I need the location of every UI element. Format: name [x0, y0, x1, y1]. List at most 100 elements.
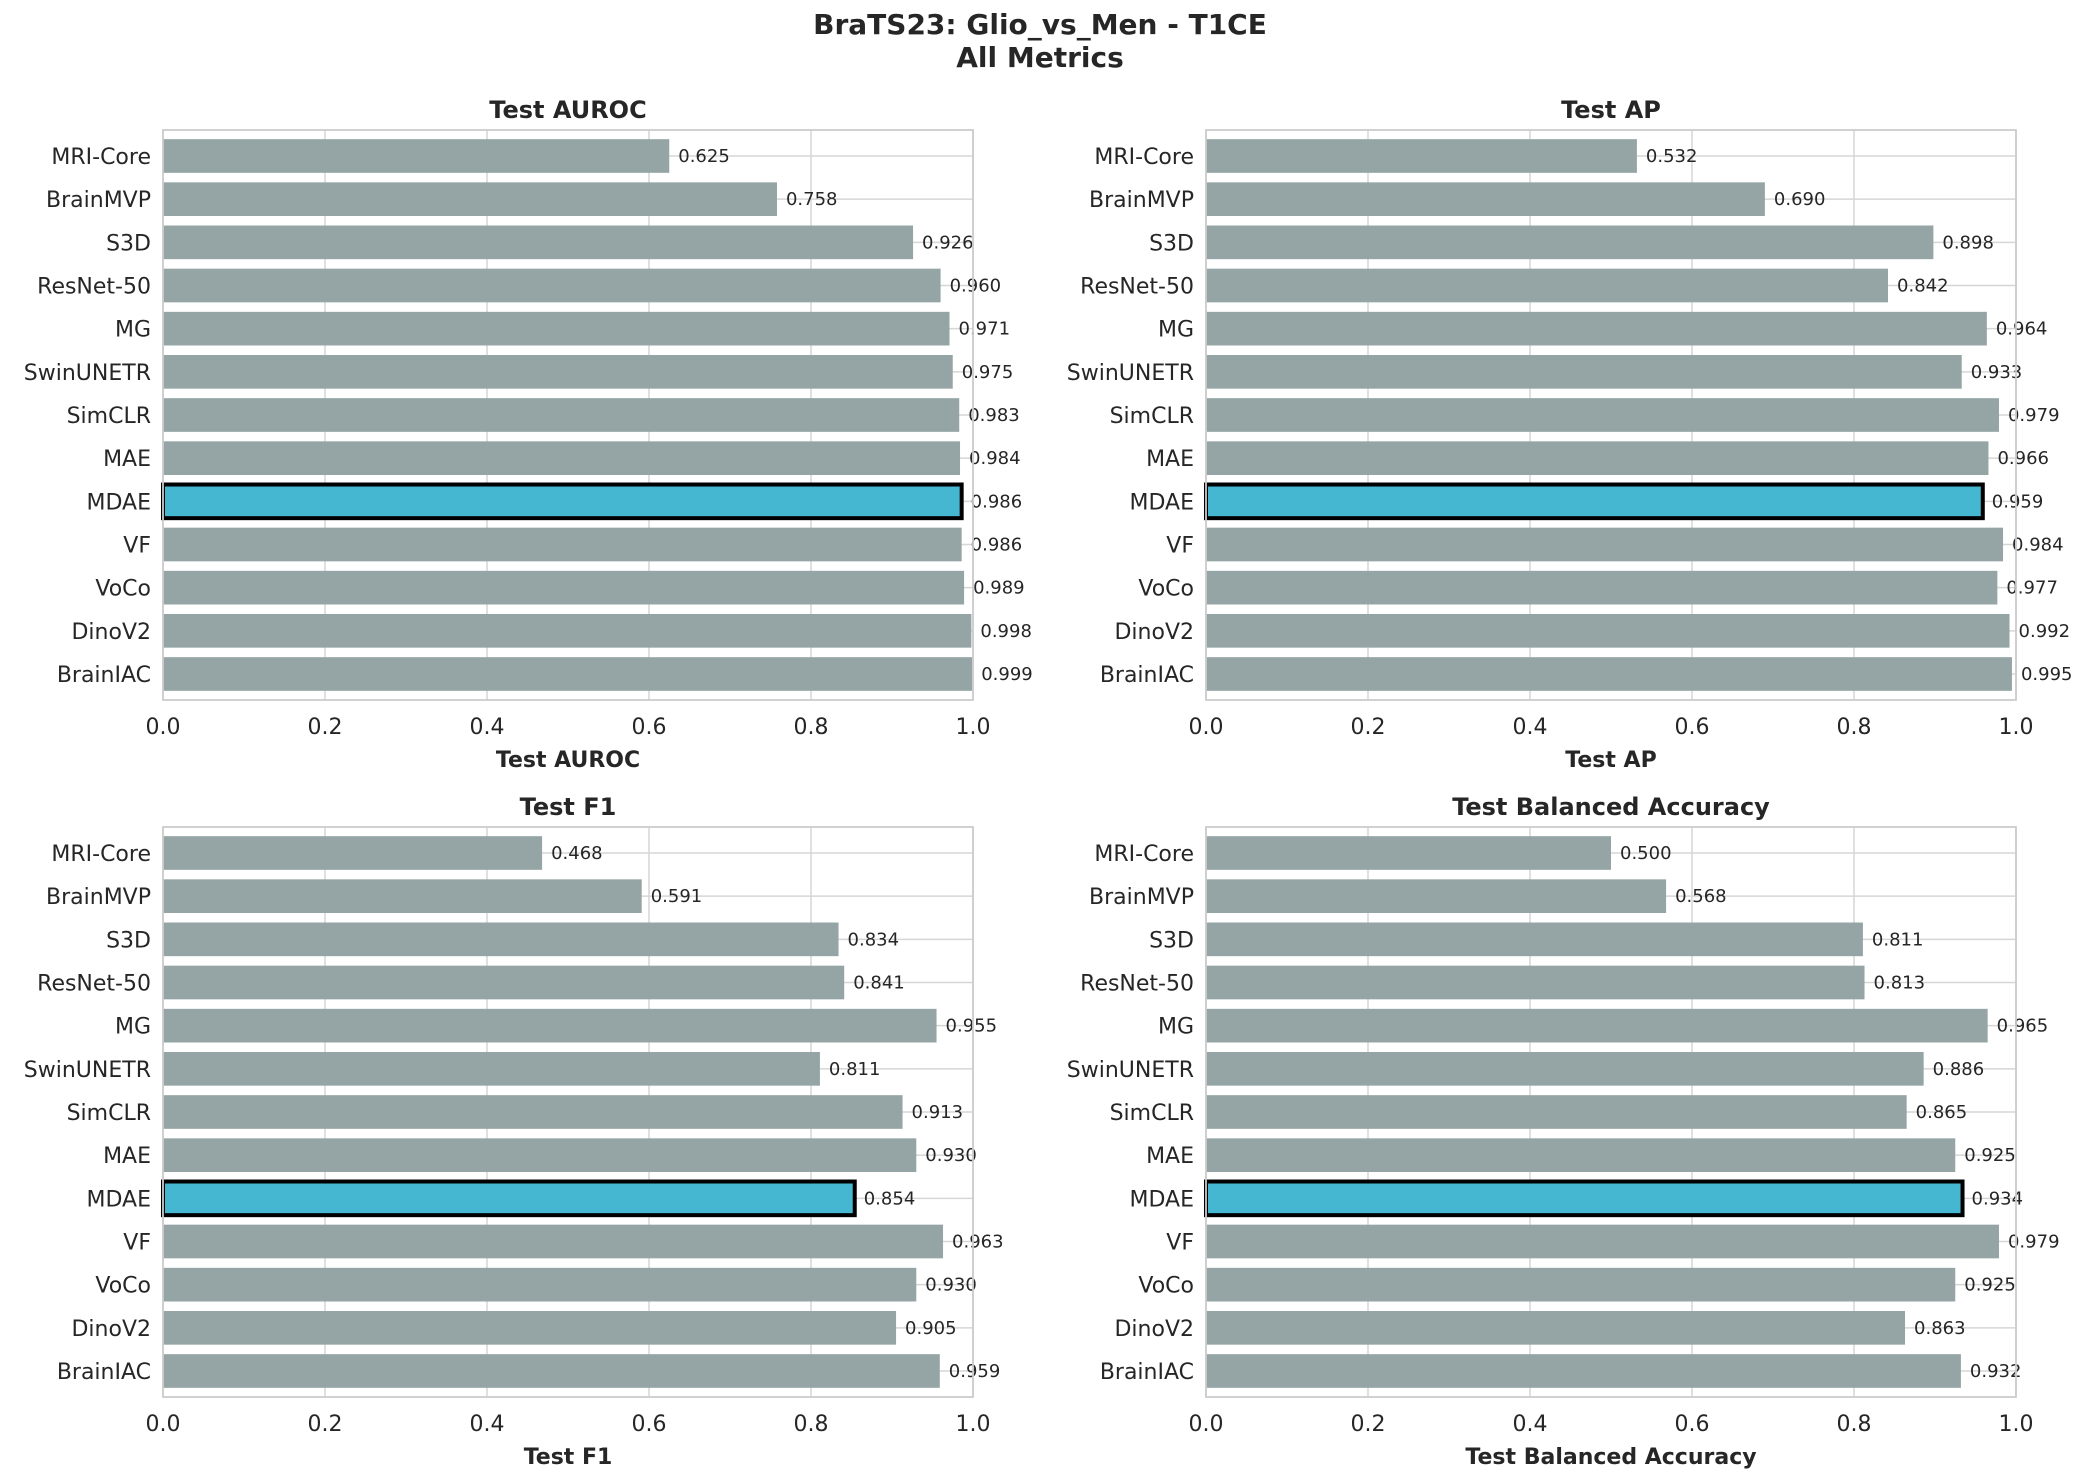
value-label: 0.986 — [971, 535, 1023, 556]
value-label: 0.568 — [1675, 886, 1727, 907]
bar — [1206, 570, 1998, 605]
panel-title: Test AP — [1561, 96, 1661, 124]
bar — [163, 1008, 937, 1043]
category-label: MAE — [103, 447, 151, 472]
category-label: DinoV2 — [1114, 1317, 1194, 1342]
bar — [1206, 354, 1962, 389]
category-label: MRI-Core — [51, 842, 151, 867]
value-label: 0.926 — [922, 232, 974, 253]
bar — [163, 139, 670, 173]
value-label: 0.532 — [1646, 146, 1698, 167]
x-tick-label: 0.6 — [632, 1412, 667, 1437]
bar — [163, 1138, 917, 1173]
value-label: 0.979 — [2008, 405, 2060, 426]
bar — [163, 1095, 903, 1129]
value-label: 0.989 — [973, 578, 1025, 599]
value-label: 0.905 — [905, 1318, 957, 1339]
value-label: 0.930 — [925, 1145, 977, 1166]
figure-title-line2: All Metrics — [956, 41, 1124, 74]
category-label: VoCo — [1138, 577, 1194, 602]
category-label: MAE — [1146, 1144, 1194, 1169]
category-label: BrainMVP — [1089, 188, 1194, 213]
value-label: 0.977 — [2006, 578, 2058, 599]
bar — [163, 836, 543, 870]
bar-highlight — [1204, 482, 1985, 521]
panel-title: Test F1 — [520, 793, 617, 821]
axes-frame — [162, 129, 974, 701]
category-label: MRI-Core — [51, 145, 151, 170]
bar — [1206, 613, 2010, 648]
value-label: 0.932 — [1970, 1361, 2022, 1382]
x-tick-label: 0.4 — [1513, 1412, 1548, 1437]
x-tick-label: 0.4 — [1513, 715, 1548, 740]
bar — [163, 311, 950, 346]
bar — [163, 613, 972, 648]
value-label: 0.625 — [678, 146, 730, 167]
value-label: 0.854 — [864, 1188, 916, 1209]
value-label: 0.971 — [959, 319, 1011, 340]
x-axis-label: Test F1 — [524, 1445, 613, 1470]
bar — [1206, 1008, 1988, 1043]
bar-highlight — [161, 1179, 857, 1218]
value-label: 0.998 — [980, 621, 1032, 642]
bar — [1206, 441, 1989, 476]
category-label: MRI-Core — [1094, 842, 1194, 867]
value-label: 0.591 — [651, 886, 703, 907]
value-label: 0.995 — [2021, 664, 2073, 685]
x-tick-label: 0.6 — [1675, 715, 1710, 740]
x-tick-label: 0.0 — [1189, 1412, 1224, 1437]
value-label: 0.966 — [1997, 448, 2049, 469]
category-label: BrainIAC — [57, 1360, 151, 1385]
category-label: VoCo — [95, 1274, 151, 1299]
bar — [1206, 1051, 1924, 1086]
bar — [163, 527, 962, 562]
bar — [163, 1224, 944, 1259]
x-tick-label: 1.0 — [1999, 1412, 2034, 1437]
category-label: MDAE — [87, 1187, 152, 1212]
chart-panel-2: 0.0 0.2 0.4 0.6 0.8 1.0 MRI-Core 0.532 BrainMVP 0… — [1067, 96, 2073, 773]
category-label: MDAE — [1130, 490, 1195, 515]
value-label: 0.999 — [981, 664, 1033, 685]
value-label: 0.886 — [1933, 1059, 1985, 1080]
category-label: ResNet-50 — [37, 972, 151, 997]
value-label: 0.925 — [1964, 1275, 2016, 1296]
bar — [163, 1051, 820, 1086]
value-label: 0.992 — [2019, 621, 2071, 642]
bar — [1206, 268, 1889, 303]
bar — [163, 1354, 940, 1388]
value-label: 0.965 — [1997, 1016, 2049, 1037]
category-label: MRI-Core — [1094, 145, 1194, 170]
value-label: 0.963 — [952, 1232, 1004, 1253]
bar — [1206, 965, 1865, 1000]
category-label: S3D — [106, 231, 151, 256]
category-label: BrainMVP — [1089, 885, 1194, 910]
bar — [1206, 527, 2004, 562]
x-axis-label: Test AUROC — [496, 748, 640, 773]
panel-title: Test Balanced Accuracy — [1452, 793, 1770, 821]
category-label: S3D — [106, 928, 151, 953]
category-label: BrainIAC — [57, 663, 151, 688]
bar — [163, 657, 973, 691]
x-tick-label: 0.8 — [1837, 715, 1872, 740]
value-label: 0.975 — [962, 362, 1014, 383]
value-label: 0.813 — [1874, 973, 1926, 994]
bar — [1206, 139, 1637, 173]
chart-panel-3: 0.0 0.2 0.4 0.6 0.8 1.0 MRI-Core 0.468 BrainMVP 0… — [24, 793, 1004, 1470]
x-axis-label: Test Balanced Accuracy — [1465, 1445, 1756, 1470]
x-tick-label: 0.2 — [308, 1412, 343, 1437]
bar — [163, 268, 941, 303]
category-label: SimCLR — [67, 404, 151, 429]
category-label: S3D — [1149, 231, 1194, 256]
category-label: BrainIAC — [1100, 663, 1194, 688]
value-label: 0.984 — [2012, 535, 2064, 556]
bar — [163, 965, 845, 1000]
value-label: 0.500 — [1620, 843, 1672, 864]
x-tick-label: 0.4 — [470, 1412, 505, 1437]
category-label: DinoV2 — [1114, 620, 1194, 645]
figure-title: BraTS23: Glio_vs_Men - T1CE All Metrics — [0, 8, 2080, 74]
value-label: 0.983 — [968, 405, 1020, 426]
value-label: 0.959 — [949, 1361, 1001, 1382]
x-tick-label: 1.0 — [956, 715, 991, 740]
category-label: ResNet-50 — [37, 275, 151, 300]
